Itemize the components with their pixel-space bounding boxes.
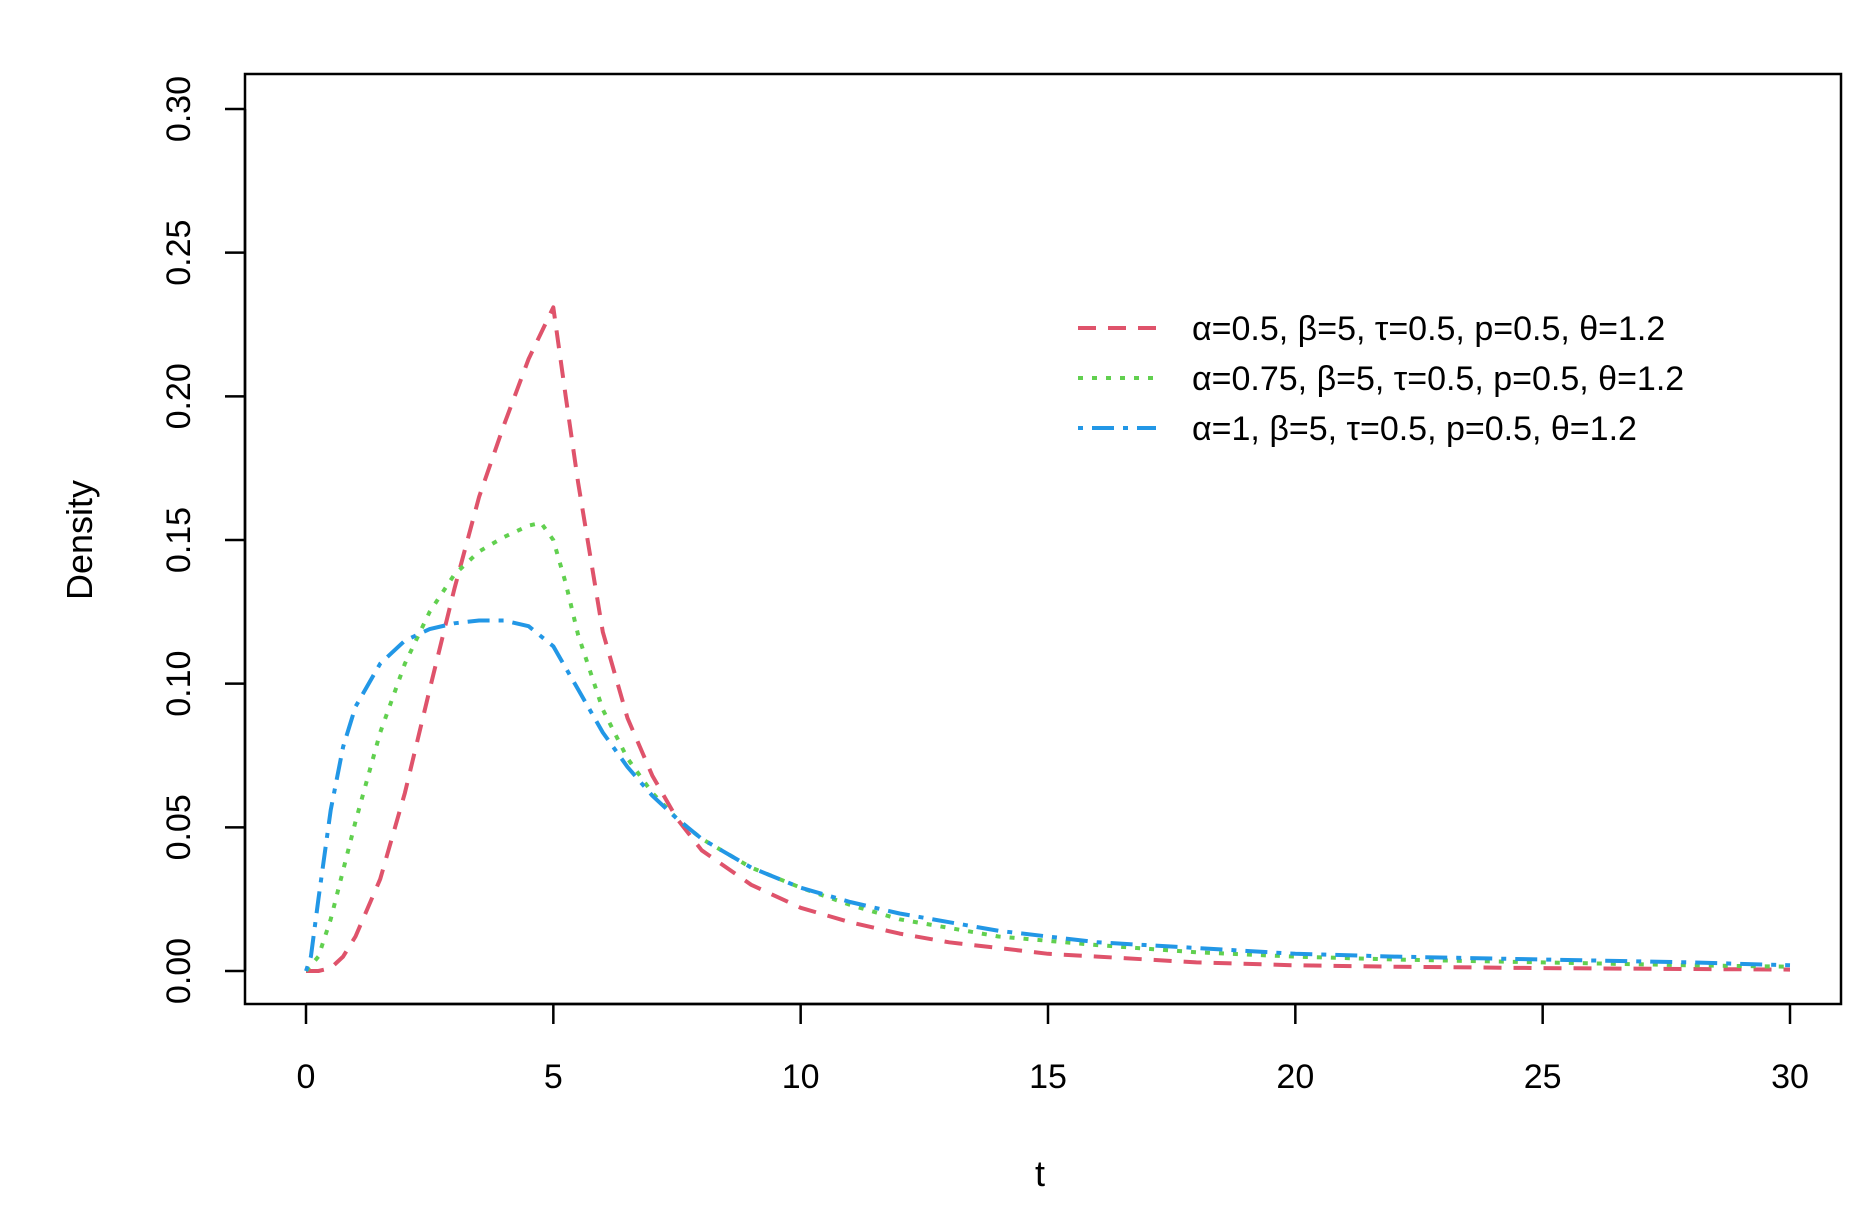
y-tick-label: 0.25 [160,220,198,286]
legend-label-1: α=0.5, β=5, τ=0.5, p=0.5, θ=1.2 [1192,310,1665,348]
y-tick-label: 0.00 [160,938,198,1004]
y-tick-label: 0.10 [160,651,198,717]
y-axis: 0.00 0.05 0.10 0.15 0.20 0.25 0.30 [160,76,247,1004]
legend: α=0.5, β=5, τ=0.5, p=0.5, θ=1.2 α=0.75, β… [1078,310,1684,448]
legend-label-2: α=0.75, β=5, τ=0.5, p=0.5, θ=1.2 [1192,360,1684,398]
y-tick-label: 0.05 [160,794,198,860]
x-tick-label: 30 [1771,1058,1809,1096]
x-tick-label: 0 [297,1058,316,1096]
x-tick-label: 5 [544,1058,563,1096]
x-tick-label: 20 [1276,1058,1314,1096]
series-line-1 [306,305,1791,973]
x-axis: 0 5 10 15 20 25 30 [297,1002,1809,1096]
series-layer [304,305,1791,973]
legend-label-3: α=1, β=5, τ=0.5, p=0.5, θ=1.2 [1192,410,1637,448]
y-tick-label: 0.15 [160,507,198,573]
x-tick-label: 25 [1524,1058,1562,1096]
y-axis-title: Density [59,480,100,600]
y-tick-label: 0.30 [160,76,198,142]
series-line-2 [304,520,1791,973]
plot-frame [243,72,1843,1006]
x-tick-label: 10 [782,1058,820,1096]
x-tick-label: 15 [1029,1058,1067,1096]
series-line-3 [304,618,1791,972]
y-tick-label: 0.20 [160,363,198,429]
x-axis-title: t [1035,1153,1045,1194]
